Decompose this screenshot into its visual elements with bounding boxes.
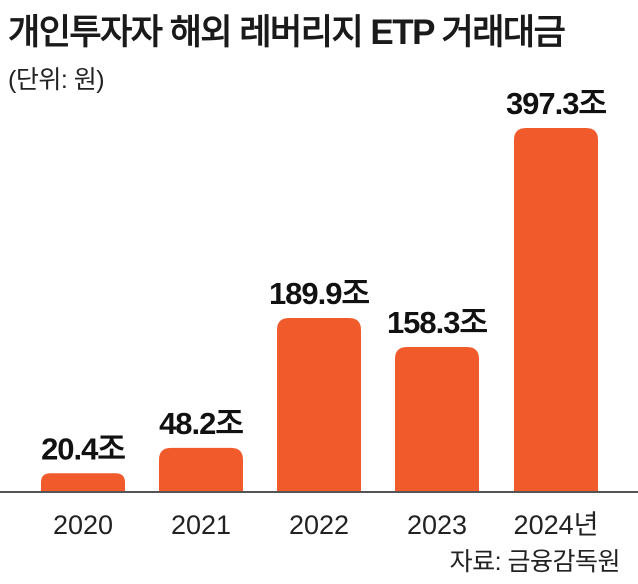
category-label: 2020	[53, 510, 113, 540]
value-label: 20.4조	[41, 431, 125, 466]
chart-title: 개인투자자 해외 레버리지 ETP 거래대금	[8, 13, 566, 52]
bar-2021	[159, 447, 243, 492]
category-label: 2021	[171, 510, 231, 540]
category-label: 2024년	[514, 510, 599, 540]
bar-2020	[41, 473, 125, 492]
category-label: 2022	[289, 510, 349, 540]
value-label: 48.2조	[159, 406, 243, 441]
category-label: 2023	[407, 510, 467, 540]
bar-2023	[395, 346, 479, 492]
source-note: 자료: 금융감독원	[449, 548, 621, 576]
value-label: 158.3조	[387, 305, 488, 340]
value-label: 189.9조	[269, 276, 370, 311]
unit-label: (단위: 원)	[8, 66, 105, 94]
bars-group	[41, 128, 598, 492]
bar-2024	[514, 128, 598, 492]
category-labels-group: 2020 2021 2022 2023 2024년	[53, 510, 598, 540]
bar-2022	[277, 318, 361, 492]
value-labels-group: 20.4조 48.2조 189.9조 158.3조 397.3조	[41, 86, 607, 466]
value-label: 397.3조	[506, 86, 607, 121]
